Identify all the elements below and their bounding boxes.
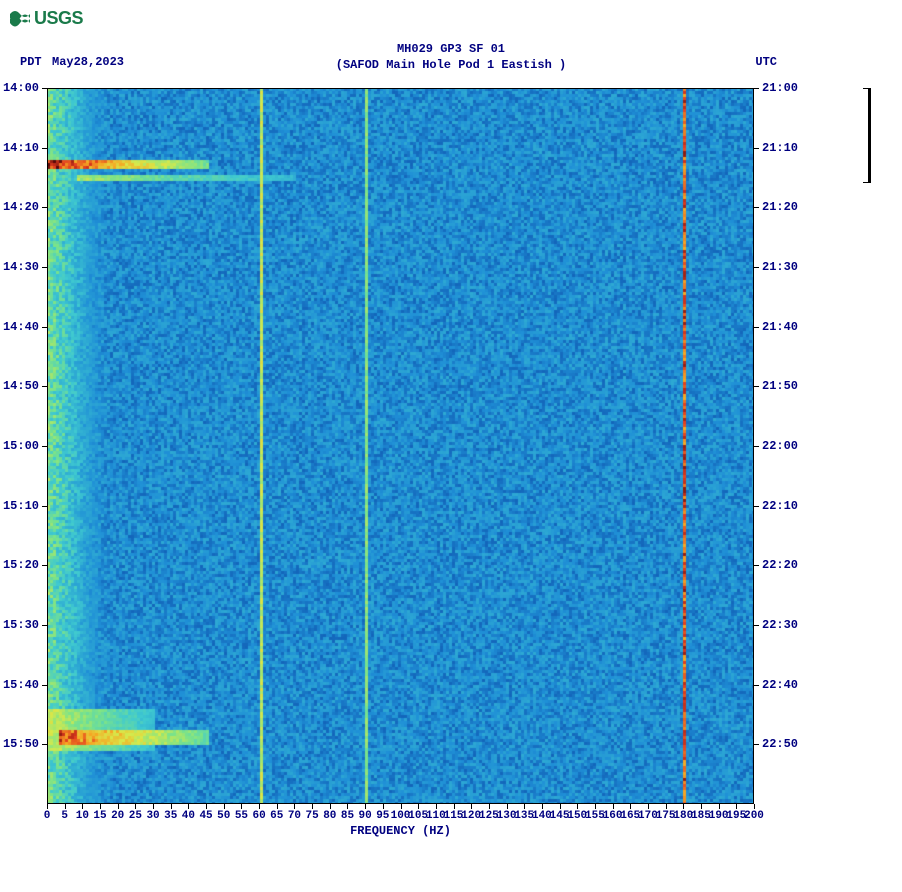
y-left-tick-label: 14:20	[3, 200, 39, 214]
y-left-tick-label: 15:20	[3, 558, 39, 572]
y-left-tick-label: 14:40	[3, 320, 39, 334]
x-tick-label: 85	[341, 810, 354, 822]
x-tick-label: 200	[744, 810, 764, 822]
x-tick-label: 5	[61, 810, 68, 822]
y-left-tick-label: 15:30	[3, 618, 39, 632]
x-tick-label: 50	[217, 810, 230, 822]
x-tick-label: 35	[164, 810, 177, 822]
x-tick-label: 15	[93, 810, 106, 822]
x-tick-label: 20	[111, 810, 124, 822]
x-tick-label: 45	[199, 810, 212, 822]
x-tick-label: 0	[44, 810, 51, 822]
y-right-tick-label: 22:40	[762, 678, 798, 692]
y-right-tick-label: 22:30	[762, 618, 798, 632]
x-tick-label: 65	[270, 810, 283, 822]
wave-icon	[10, 10, 30, 28]
x-axis: FREQUENCY (HZ) 05 10 15 20 25 30 35 40 45 50 55 60 6…	[47, 804, 754, 844]
y-right-tick-label: 21:00	[762, 81, 798, 95]
x-tick-label: 90	[359, 810, 372, 822]
x-tick-label: 95	[376, 810, 389, 822]
x-tick-label: 75	[306, 810, 319, 822]
y-right-tick-label: 21:40	[762, 320, 798, 334]
x-tick-label: 80	[323, 810, 336, 822]
x-tick-label: 40	[182, 810, 195, 822]
spectrogram-canvas	[47, 88, 754, 804]
y-left-tick-label: 15:40	[3, 678, 39, 692]
y-left-tick-label: 14:00	[3, 81, 39, 95]
y-left-tick-label: 15:00	[3, 439, 39, 453]
y-right-tick-label: 21:50	[762, 379, 798, 393]
x-tick-label: 70	[288, 810, 301, 822]
y-right-tick-label: 21:20	[762, 200, 798, 214]
y-right-tick-label: 22:50	[762, 737, 798, 751]
x-tick-label: 55	[235, 810, 248, 822]
date-label: May28,2023	[52, 55, 124, 69]
y-left-tick-label: 14:30	[3, 260, 39, 274]
x-tick-label: 60	[252, 810, 265, 822]
usgs-logo: USGS	[10, 8, 83, 29]
x-tick-label: 10	[76, 810, 89, 822]
y-left-tick-label: 15:10	[3, 499, 39, 513]
y-right-tick-label: 22:10	[762, 499, 798, 513]
y-right-tick-label: 22:20	[762, 558, 798, 572]
y-axis-left: 14:0014:1014:2014:3014:4014:5015:0015:10…	[0, 88, 47, 804]
y-right-tick-label: 21:10	[762, 141, 798, 155]
logo-text: USGS	[34, 8, 83, 29]
x-tick-label: 30	[146, 810, 159, 822]
timezone-right-label: UTC	[755, 55, 777, 69]
x-tick-label: 25	[129, 810, 142, 822]
y-left-tick-label: 14:50	[3, 379, 39, 393]
spectrogram-plot	[47, 88, 754, 804]
y-right-tick-label: 21:30	[762, 260, 798, 274]
y-left-tick-label: 14:10	[3, 141, 39, 155]
colorbar	[868, 88, 871, 183]
y-left-tick-label: 15:50	[3, 737, 39, 751]
y-axis-right: 21:0021:1021:2021:3021:4021:5022:0022:10…	[754, 88, 804, 804]
x-axis-title: FREQUENCY (HZ)	[350, 824, 451, 838]
y-right-tick-label: 22:00	[762, 439, 798, 453]
timezone-left-label: PDT	[20, 55, 42, 69]
